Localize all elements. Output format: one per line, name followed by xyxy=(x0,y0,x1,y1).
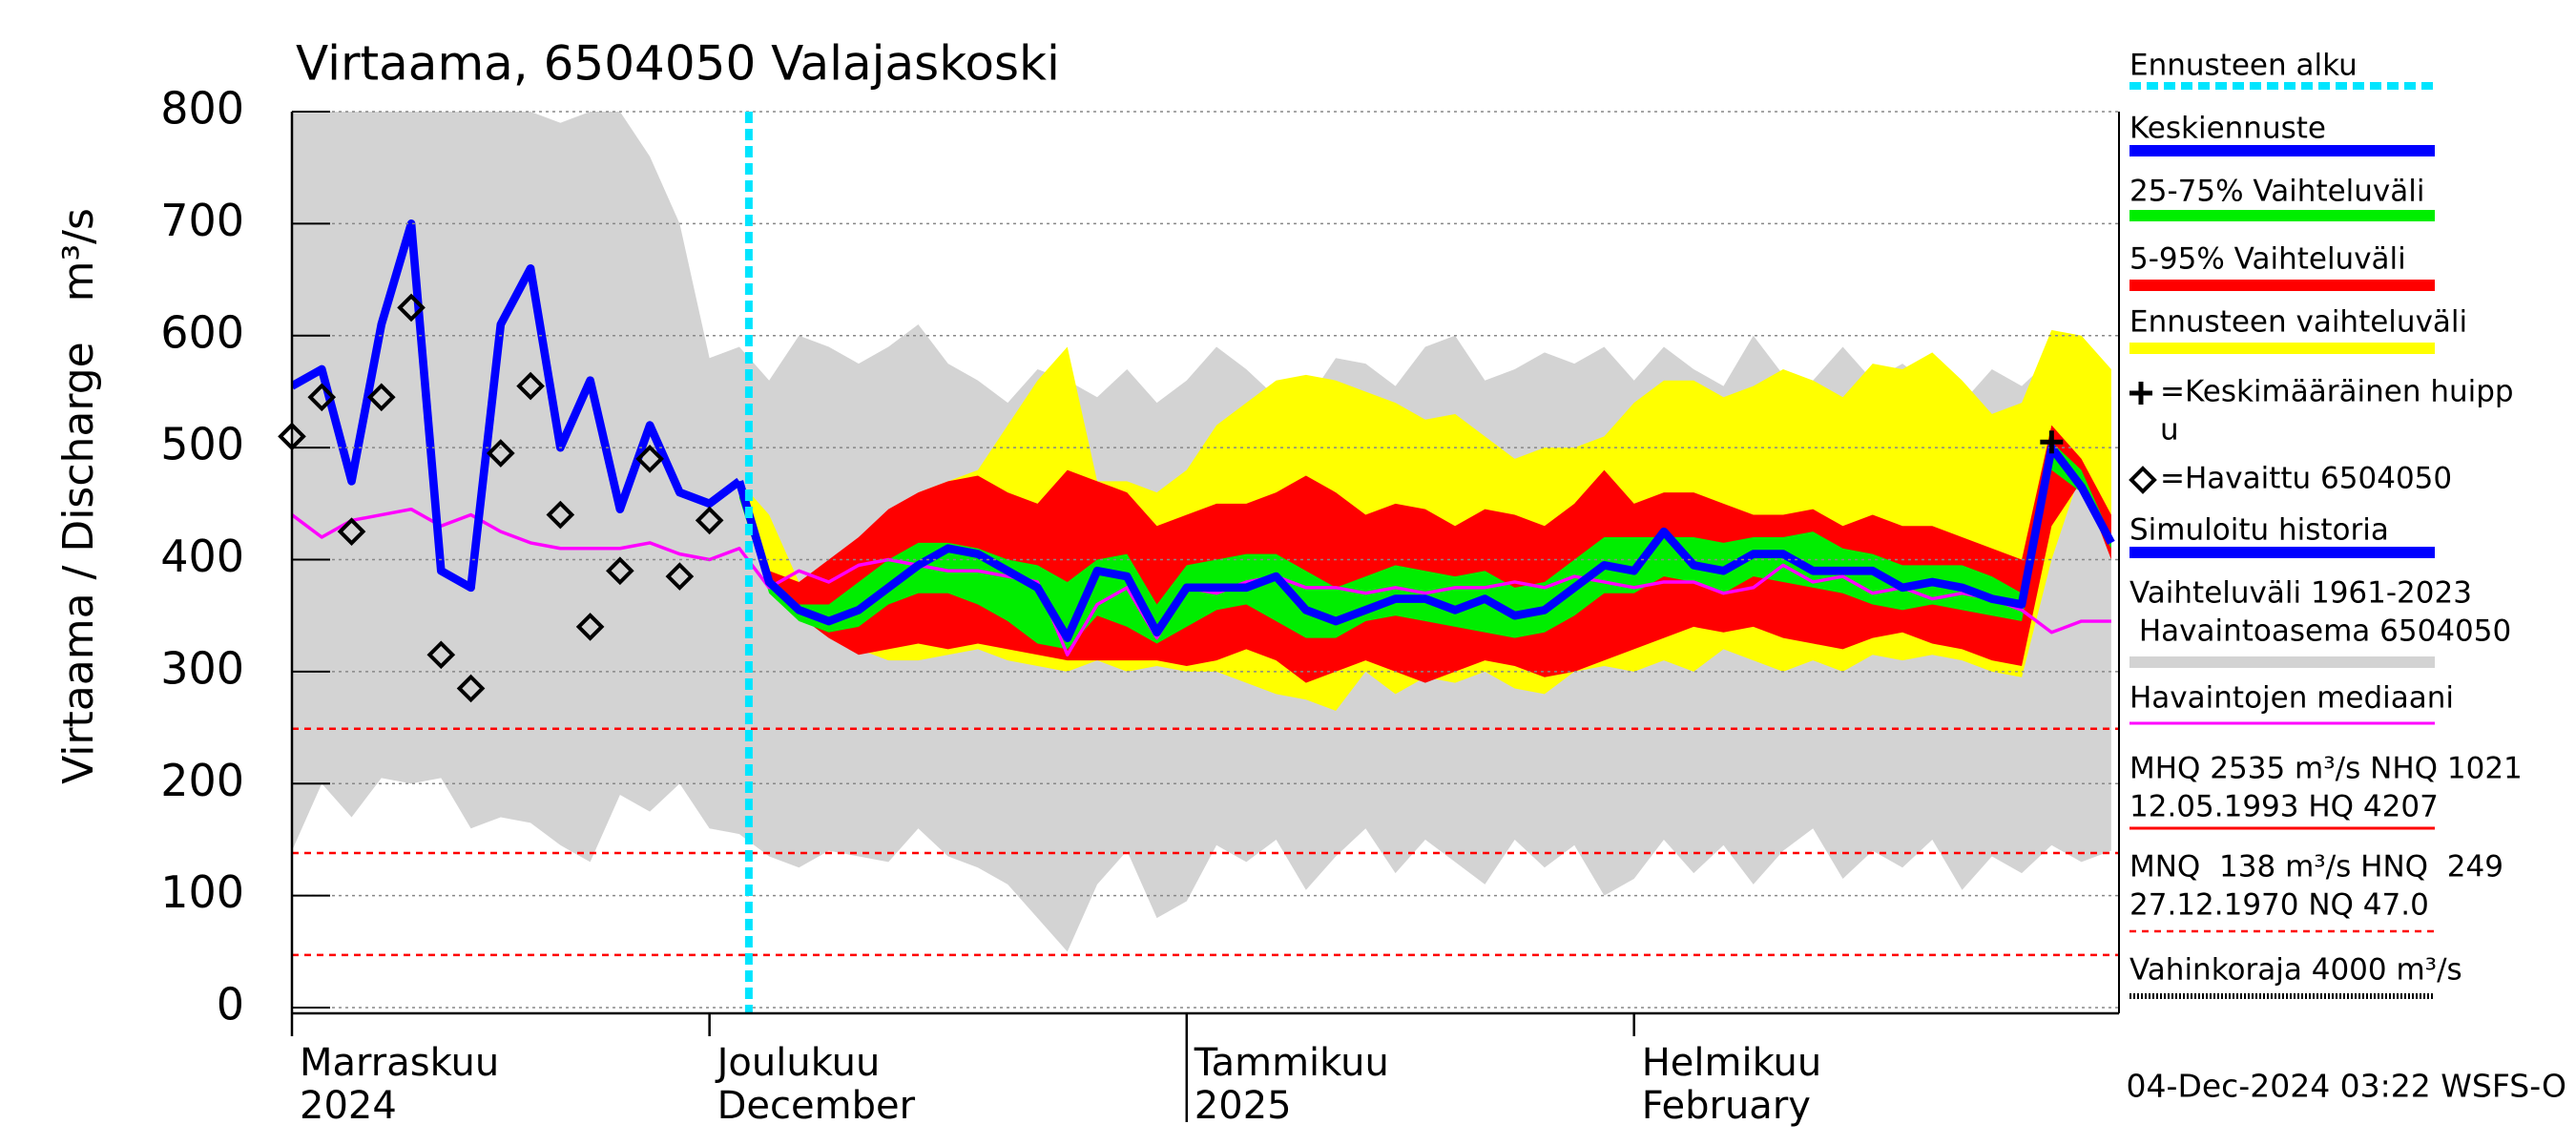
y-tick-label: 200 xyxy=(160,755,244,806)
legend-label: =Keskimääräinen huipp xyxy=(2160,375,2514,409)
y-axis-label: Virtaama / Discharge m³/s xyxy=(54,208,103,784)
observed-point xyxy=(606,556,634,586)
legend-label: u xyxy=(2160,413,2179,448)
observed-point xyxy=(426,640,456,670)
footer: 04-Dec-2024 03:22 WSFS-O xyxy=(2127,1068,2566,1105)
y-tick-label: 100 xyxy=(160,866,244,918)
observed-point xyxy=(546,500,575,530)
legend-label: 12.05.1993 HQ 4207 xyxy=(2129,790,2439,824)
legend-label: Ennusteen alku xyxy=(2129,49,2358,83)
observed-point xyxy=(575,613,605,641)
legend-label: Vaihteluväli 1961-2023 xyxy=(2129,576,2472,611)
legend-label: 5-95% Vaihteluväli xyxy=(2129,242,2406,277)
legend-label: Simuloitu historia xyxy=(2129,513,2389,548)
x-tick-label: Tammikuu xyxy=(1194,1041,1389,1085)
observed-point xyxy=(456,674,486,703)
observed-point xyxy=(337,517,366,546)
x-tick-label-en: February xyxy=(1642,1084,1811,1128)
legend-label: =Havaittu 6504050 xyxy=(2160,462,2452,496)
legend-label: Keskiennuste xyxy=(2129,112,2326,146)
y-tick-label: 700 xyxy=(160,195,244,246)
y-tick-label: 300 xyxy=(160,642,244,694)
observed-point xyxy=(397,293,426,323)
x-tick-label-en: 2025 xyxy=(1195,1084,1292,1128)
series-line xyxy=(292,219,742,593)
peak-marker xyxy=(2040,430,2064,454)
y-tick-label: 600 xyxy=(160,306,244,358)
chart-title: Virtaama, 6504050 Valajaskoski xyxy=(296,36,1060,92)
legend-label: MHQ 2535 m³/s NHQ 1021 xyxy=(2129,752,2523,786)
y-tick-label: 400 xyxy=(160,531,244,582)
legend-label: 25-75% Vaihteluväli xyxy=(2129,175,2425,209)
observed-point xyxy=(516,371,545,401)
y-tick-label: 0 xyxy=(217,979,244,1030)
observed-point xyxy=(486,439,515,468)
observed-point xyxy=(366,383,396,412)
x-tick-label: Joulukuu xyxy=(715,1041,881,1085)
observed-point xyxy=(307,383,337,412)
x-tick-label-en: December xyxy=(717,1084,916,1128)
legend-label: Havaintoasema 6504050 xyxy=(2129,614,2511,649)
peak-marker xyxy=(2129,382,2152,405)
observed-point xyxy=(695,506,724,535)
legend-label: 27.12.1970 NQ 47.0 xyxy=(2129,888,2429,923)
observed-point xyxy=(635,445,664,473)
series-line xyxy=(735,443,2115,642)
x-tick-label: Helmikuu xyxy=(1642,1041,1822,1085)
x-tick-label-en: 2024 xyxy=(300,1084,397,1128)
y-tick-label: 800 xyxy=(160,83,244,135)
legend-label: Ennusteen vaihteluväli xyxy=(2129,305,2467,340)
y-tick-label: 500 xyxy=(160,419,244,470)
x-tick-label: Marraskuu xyxy=(300,1041,499,1085)
legend-label: Vahinkoraja 4000 m³/s xyxy=(2129,953,2462,988)
plot-content xyxy=(292,112,2115,952)
legend-label: MNQ 138 m³/s HNQ 249 xyxy=(2129,850,2503,885)
observed-point xyxy=(2129,466,2157,494)
legend-label: Havaintojen mediaani xyxy=(2129,681,2454,716)
observed-point xyxy=(665,562,695,591)
